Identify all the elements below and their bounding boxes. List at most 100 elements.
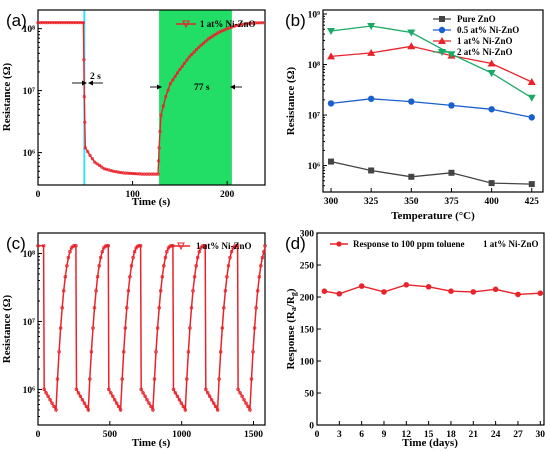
- panel-c-point: [63, 275, 68, 279]
- panel-c-point: [223, 289, 228, 293]
- panel-a-point: [183, 61, 187, 65]
- panel-a-legend-marker: [182, 20, 190, 29]
- panel-b-point: [367, 48, 376, 56]
- panel-b-point: [367, 22, 376, 30]
- panel-b-ytick-label: 10⁸: [308, 61, 321, 71]
- panel-b-series-line-3: [330, 25, 533, 99]
- panel-a-point: [168, 81, 172, 86]
- panel-c-point: [260, 255, 265, 260]
- panel-a-point: [88, 153, 92, 157]
- panel-c-point: [189, 306, 194, 310]
- panel-c-point: [92, 306, 97, 310]
- panel-a-point: [164, 94, 168, 99]
- panel-d-annotation: 1 at% Ni-ZnO: [483, 239, 539, 249]
- panel-a-point: [197, 45, 201, 49]
- panel-a-ytick-label: 10⁶: [23, 149, 36, 159]
- panel-d-xlabel: Time (days): [402, 437, 458, 449]
- panel-a-annot-2s-text: 2 s: [90, 72, 101, 82]
- panel-c-point: [262, 249, 266, 254]
- panel-c-point: [89, 349, 94, 354]
- panel-b-point: [447, 51, 456, 59]
- panel-c-point: [194, 264, 198, 268]
- panel-b-point: [488, 106, 495, 113]
- panel-a-point: [204, 39, 208, 43]
- panel-c-point: [165, 249, 169, 254]
- panel-c-point: [143, 394, 147, 399]
- panel-d-xtick-label: 15: [424, 430, 434, 440]
- panel-a-annot-77-head-left: [157, 84, 162, 90]
- panel-a-point: [201, 41, 206, 45]
- panel-c-point: [203, 243, 207, 248]
- panel-a-highlights: [83, 10, 232, 185]
- panel-c-point: [61, 289, 66, 293]
- panel-c-point: [120, 377, 124, 381]
- panel-c-point: [114, 401, 119, 405]
- panel-b-point: [487, 59, 496, 67]
- panel-d-xtick-label: 9: [382, 430, 387, 440]
- panel-c-point: [191, 289, 195, 293]
- panel-a-annot-arrowhead-right: [88, 80, 93, 86]
- panel-c-point: [91, 326, 95, 330]
- panel-b-label: (b): [285, 11, 306, 30]
- panel-b-point: [327, 28, 336, 36]
- panel-d-point: [403, 282, 410, 288]
- panel-d-ytick-label: 200: [300, 294, 315, 304]
- panel-c-point: [68, 249, 72, 254]
- panel-a-point: [157, 146, 161, 150]
- panel-b-point: [327, 52, 336, 60]
- panel-c-point: [105, 243, 109, 248]
- panel-a-frame: [37, 9, 266, 186]
- panel-d-xtick-label: 30: [536, 430, 546, 440]
- panel-c-point: [192, 275, 197, 279]
- panel-c-point: [46, 394, 50, 399]
- panel-b-legend-marker: [439, 16, 445, 22]
- panel-a: 0 100 200 10⁶ 10⁷ 10⁸ (a) Time (s) Resistance…: [1, 9, 266, 208]
- panel-a-point: [166, 88, 170, 92]
- panel-c-point: [145, 397, 149, 402]
- panel-b-point: [448, 102, 455, 109]
- panel-c-point: [151, 408, 155, 412]
- panel-a-point: [154, 172, 158, 176]
- panel-c-point: [179, 401, 184, 405]
- panel-c-point: [137, 243, 142, 248]
- panel-c-ticks: 0 500 1000 1500 10⁶ 10⁷ 10⁸: [23, 250, 264, 440]
- panel-b-xlabel: Temperature (°C): [391, 210, 475, 222]
- panel-b-point: [368, 167, 375, 174]
- panel-b-xtick-label: 375: [444, 197, 459, 207]
- panel-c-point: [206, 391, 210, 395]
- panel-b-point: [407, 42, 416, 50]
- panel-c-point: [78, 394, 83, 399]
- panel-d-point: [537, 290, 544, 297]
- panel-b-series-line-0: [330, 160, 532, 185]
- panel-b-point: [327, 100, 335, 107]
- panel-d-legend: Response to 100 ppm toluene 1 at% Ni-ZnO: [330, 239, 539, 249]
- panel-b-point: [448, 169, 455, 176]
- panel-a-point: [161, 104, 165, 108]
- panel-c-point: [50, 401, 54, 405]
- panel-b-ytick-label: 10⁶: [308, 162, 321, 172]
- panel-d-point: [321, 288, 328, 295]
- panel-c-point: [157, 306, 161, 310]
- panel-d-point: [336, 291, 343, 297]
- panel-d-ytick-label: 300: [300, 230, 315, 240]
- panel-c-point: [204, 387, 208, 392]
- panel-d-xtick-label: 18: [446, 430, 456, 440]
- panel-c-point: [138, 243, 143, 248]
- panel-a-point: [175, 71, 180, 75]
- panel-c-point: [152, 377, 157, 381]
- panel-a-point: [185, 58, 189, 62]
- panel-a-ytick-label: 10⁸: [23, 25, 36, 35]
- panel-c-point: [254, 306, 258, 310]
- panel-b-xtick-label: 300: [324, 197, 339, 207]
- panel-c-point: [94, 289, 98, 293]
- panel-d-xtick-label: 24: [491, 430, 501, 440]
- panel-c-point: [112, 397, 117, 402]
- panel-a-point: [190, 52, 194, 57]
- panel-b-legend-text: 2 at% Ni-ZnO: [457, 47, 513, 57]
- panel-a-annot-77s-text: 77 s: [194, 83, 210, 93]
- panel-c-point: [211, 401, 216, 405]
- panel-c-point: [175, 394, 180, 399]
- panel-c-point: [257, 275, 262, 279]
- panel-c-point: [222, 306, 226, 310]
